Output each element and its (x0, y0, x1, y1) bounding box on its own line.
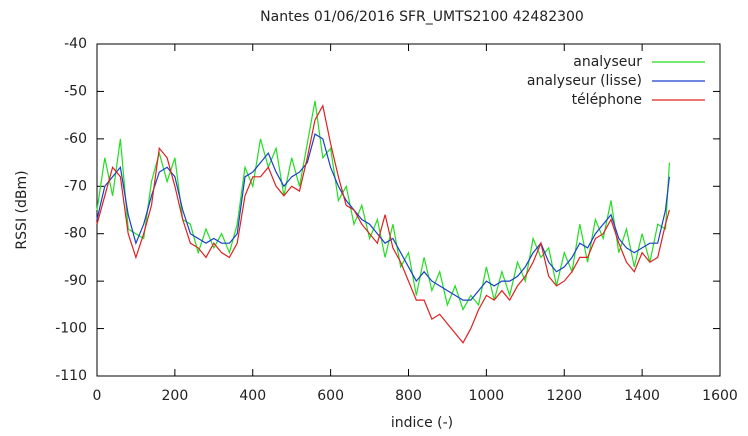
x-tick-label: 600 (317, 388, 344, 404)
y-tick-label: -100 (55, 321, 87, 337)
legend-label: analyseur (lisse) (527, 73, 642, 89)
x-tick-label: 0 (93, 388, 102, 404)
legend-label: analyseur (573, 54, 642, 70)
data-line (96, 133, 670, 301)
data-line (96, 100, 670, 312)
x-tick-label: 1200 (546, 388, 582, 404)
chart-title: Nantes 01/06/2016 SFR_UMTS2100 42482300 (260, 9, 584, 25)
data-line (96, 103, 670, 344)
x-tick-label: 1600 (702, 388, 738, 404)
y-tick-label: -40 (64, 36, 87, 52)
x-tick-label: 1000 (469, 388, 505, 404)
x-tick-label: 200 (162, 388, 189, 404)
y-tick-label: -70 (64, 178, 87, 194)
x-axis-label: indice (-) (391, 415, 453, 431)
y-tick-label: -80 (64, 226, 87, 242)
y-tick-label: -50 (64, 83, 87, 99)
y-axis-label: RSSI (dBm) (14, 170, 30, 249)
x-tick-label: 400 (239, 388, 266, 404)
y-tick-label: -60 (64, 131, 87, 147)
x-tick-label: 800 (395, 388, 422, 404)
legend-label: téléphone (572, 92, 642, 108)
y-tick-label: -90 (64, 273, 87, 289)
y-tick-label: -110 (55, 368, 87, 384)
x-tick-label: 1400 (624, 388, 660, 404)
